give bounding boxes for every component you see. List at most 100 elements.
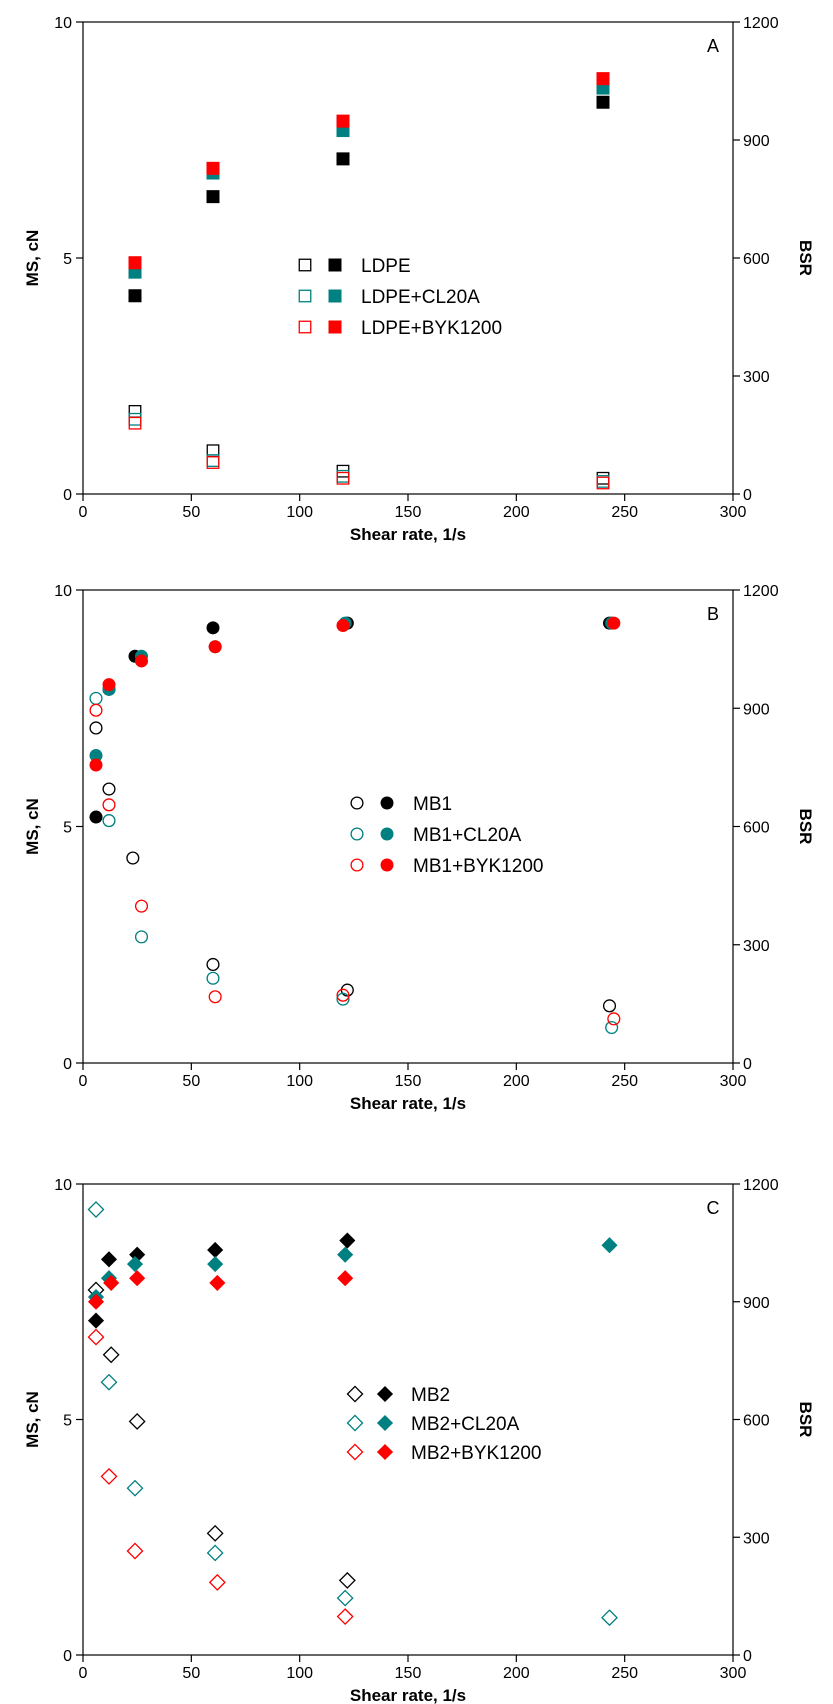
y2-tick-label: 600 — [743, 251, 770, 268]
bsr-point — [102, 798, 116, 812]
panel-label: B — [707, 604, 719, 624]
bsr-point — [206, 456, 220, 469]
x-tick-label: 250 — [611, 504, 638, 521]
legend: LDPE LDPE+CL20A LDPE+BYK1200 — [298, 256, 502, 339]
bsr-point — [336, 471, 350, 485]
x-axis-title: Shear rate, 1/s — [350, 525, 466, 544]
ms-point — [601, 1237, 618, 1254]
bsr-point — [206, 957, 220, 972]
x-tick-label: 0 — [79, 1073, 88, 1090]
bsr-point — [87, 1201, 105, 1218]
bsr-point — [134, 899, 149, 913]
bsr-point — [102, 1346, 120, 1364]
chart-panel-a: 0 50 100 150 200 250 300051003006009001200Shea… — [23, 15, 815, 544]
ms-point — [208, 640, 222, 654]
plot-frame — [82, 589, 734, 1064]
y2-axis-title: BSR — [796, 809, 815, 845]
bsr-point — [206, 971, 220, 985]
x-tick-label: 300 — [720, 1665, 747, 1682]
ms-point — [207, 1241, 224, 1258]
bsr-point — [134, 930, 149, 944]
legend-filled-marker — [328, 320, 342, 334]
ms-point — [607, 616, 621, 630]
y2-axis-title: BSR — [796, 240, 815, 276]
bsr-point — [208, 1573, 226, 1591]
plot-frame — [82, 1183, 734, 1656]
y2-tick-label: 900 — [743, 1295, 770, 1312]
x-tick-label: 100 — [286, 504, 313, 521]
x-tick-label: 200 — [503, 1665, 530, 1682]
legend-label: MB1+CL20A — [413, 825, 522, 846]
x-tick-label: 0 — [79, 504, 88, 521]
ms-point — [102, 678, 116, 692]
y2-tick-label: 900 — [743, 133, 770, 150]
legend-filled-marker — [328, 258, 342, 272]
x-tick-label: 150 — [395, 1073, 422, 1090]
legend-label: MB2+BYK1200 — [411, 1443, 541, 1464]
series-mb1 — [89, 616, 617, 1013]
bsr-point — [596, 476, 610, 490]
legend-label: MB2 — [411, 1385, 450, 1406]
y-tick-label: 5 — [63, 820, 72, 837]
bsr-point — [206, 1544, 224, 1562]
x-tick-label: 150 — [395, 1665, 422, 1682]
y-axis-title: MS, cN — [23, 798, 42, 855]
bsr-point — [128, 416, 142, 430]
legend-filled-marker — [328, 289, 342, 303]
bsr-point — [605, 1020, 619, 1035]
bsr-point — [126, 1479, 144, 1497]
x-tick-label: 250 — [611, 1665, 638, 1682]
legend-open-marker — [346, 1443, 364, 1461]
ms-point — [206, 621, 220, 635]
bsr-point — [596, 471, 610, 485]
ms-point — [103, 1274, 120, 1291]
panel-label: C — [707, 1198, 720, 1218]
legend-open-marker — [298, 289, 312, 303]
ms-point — [87, 1312, 105, 1329]
series-mb2 — [87, 1232, 356, 1589]
y2-tick-label: 1200 — [743, 1177, 779, 1194]
bsr-point — [601, 1609, 618, 1627]
legend-open-marker — [350, 796, 364, 810]
ms-point — [206, 190, 220, 204]
legend: MB1 MB1+CL20A MB1+BYK1200 — [350, 794, 543, 877]
chart-panel-c: 0 50 100 150 200 250 300051003006009001200Shea… — [23, 1177, 815, 1704]
series-mb1-cl20a — [89, 616, 619, 1035]
legend: MB2 MB2+CL20A MB2+BYK1200 — [346, 1385, 541, 1464]
ms-point — [87, 1293, 105, 1310]
y-axis-title: MS, cN — [23, 1391, 42, 1448]
series-ldpe-cl20a — [128, 81, 610, 488]
ms-point — [336, 618, 350, 632]
y2-tick-label: 1200 — [743, 15, 779, 32]
y-tick-label: 0 — [63, 1056, 72, 1073]
series-mb2-cl20a — [87, 1201, 618, 1627]
bsr-point — [102, 814, 116, 828]
ms-point — [128, 256, 142, 270]
legend-label: MB2+CL20A — [411, 1414, 520, 1435]
x-tick-label: 100 — [286, 1665, 313, 1682]
y-tick-label: 10 — [54, 15, 72, 32]
bsr-point — [340, 983, 354, 997]
ms-point — [100, 1251, 118, 1268]
bsr-point — [336, 992, 350, 1006]
legend-open-marker — [346, 1414, 364, 1432]
x-tick-label: 200 — [503, 1073, 530, 1090]
ms-point — [209, 1274, 226, 1291]
series-mb1-byk1200 — [89, 616, 621, 1026]
y2-tick-label: 300 — [743, 1530, 770, 1547]
x-tick-label: 100 — [286, 1073, 313, 1090]
ms-point — [89, 749, 103, 763]
ms-point — [207, 1256, 224, 1273]
bsr-point — [100, 1467, 118, 1485]
ms-point — [129, 1270, 146, 1287]
bsr-point — [126, 851, 140, 865]
x-tick-label: 200 — [503, 504, 530, 521]
bsr-point — [336, 988, 350, 1002]
legend-filled-marker — [376, 1443, 394, 1461]
legend-filled-marker — [380, 827, 394, 841]
ms-point — [89, 758, 103, 772]
bsr-point — [128, 404, 142, 418]
series-ldpe-byk1200 — [128, 72, 610, 490]
y2-tick-label: 300 — [743, 938, 770, 955]
legend-filled-marker — [376, 1414, 394, 1432]
